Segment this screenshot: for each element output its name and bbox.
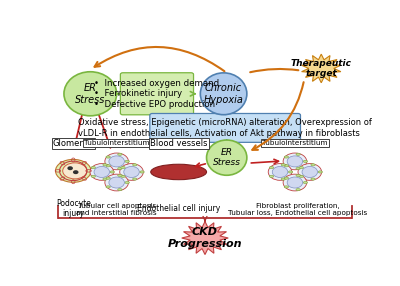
Ellipse shape — [133, 164, 137, 166]
Ellipse shape — [118, 174, 122, 176]
Ellipse shape — [106, 156, 110, 158]
Circle shape — [109, 156, 124, 167]
Ellipse shape — [91, 175, 96, 177]
Circle shape — [109, 177, 124, 188]
Ellipse shape — [269, 166, 274, 169]
Circle shape — [287, 156, 303, 167]
Ellipse shape — [118, 188, 122, 191]
Circle shape — [120, 164, 143, 180]
Ellipse shape — [118, 153, 122, 155]
Ellipse shape — [296, 167, 300, 170]
Circle shape — [105, 153, 128, 170]
Text: CKD
Progression: CKD Progression — [168, 227, 242, 249]
Text: •  Increased oxygen demand
•  Ferrokinetic injury
•  Defective EPO production: • Increased oxygen demand • Ferrokinetic… — [94, 79, 220, 109]
Text: Therapeutic
target: Therapeutic target — [291, 59, 352, 78]
Circle shape — [90, 164, 114, 180]
Circle shape — [73, 170, 78, 174]
FancyBboxPatch shape — [120, 73, 194, 115]
Circle shape — [287, 177, 303, 188]
Ellipse shape — [303, 160, 308, 162]
Ellipse shape — [125, 160, 129, 162]
Ellipse shape — [296, 153, 300, 155]
Circle shape — [272, 166, 288, 177]
Circle shape — [298, 164, 322, 180]
Polygon shape — [182, 221, 228, 255]
Text: Endothelial cell injury: Endothelial cell injury — [137, 204, 220, 213]
Circle shape — [67, 166, 73, 170]
Polygon shape — [302, 54, 341, 83]
Ellipse shape — [284, 156, 288, 158]
Circle shape — [283, 174, 307, 191]
Ellipse shape — [303, 181, 308, 184]
Ellipse shape — [110, 171, 114, 173]
Ellipse shape — [133, 178, 137, 180]
Circle shape — [124, 166, 139, 177]
Text: Tubulointerstitium: Tubulointerstitium — [262, 140, 328, 146]
Ellipse shape — [64, 72, 117, 116]
Ellipse shape — [103, 164, 107, 166]
Circle shape — [302, 166, 318, 177]
Circle shape — [94, 166, 110, 177]
Text: Fibroblast proliferation,
Tubular loss, Endothelial cell apoptosis: Fibroblast proliferation, Tubular loss, … — [228, 203, 368, 216]
Text: Tubular cell apoptosis
and interstitial fibrosis: Tubular cell apoptosis and interstitial … — [76, 203, 157, 216]
Ellipse shape — [63, 163, 87, 179]
Ellipse shape — [125, 181, 129, 184]
FancyArrowPatch shape — [252, 82, 304, 150]
Text: Oxidative stress, Epigenetic (microRNA) alteration, Overexpression of
vLDL-R in : Oxidative stress, Epigenetic (microRNA) … — [78, 118, 372, 138]
Ellipse shape — [318, 171, 322, 173]
Ellipse shape — [200, 73, 247, 115]
Ellipse shape — [299, 166, 304, 169]
Ellipse shape — [91, 166, 96, 169]
Ellipse shape — [311, 178, 315, 180]
Text: Tubulointerstitium: Tubulointerstitium — [84, 140, 150, 146]
Text: Glomeruli: Glomeruli — [53, 139, 94, 148]
Ellipse shape — [56, 159, 91, 182]
Ellipse shape — [281, 164, 286, 166]
Text: Podocyte
injury: Podocyte injury — [56, 198, 91, 218]
Circle shape — [105, 174, 128, 191]
FancyArrowPatch shape — [94, 47, 224, 71]
Ellipse shape — [288, 171, 293, 173]
Ellipse shape — [206, 140, 247, 175]
Ellipse shape — [284, 177, 288, 179]
Text: Chronic
Hypoxia: Chronic Hypoxia — [204, 83, 244, 105]
Ellipse shape — [106, 186, 110, 188]
Ellipse shape — [121, 166, 125, 169]
Ellipse shape — [284, 165, 288, 167]
Ellipse shape — [299, 175, 304, 177]
Circle shape — [268, 164, 292, 180]
Ellipse shape — [296, 174, 300, 176]
Ellipse shape — [281, 178, 286, 180]
Ellipse shape — [311, 164, 315, 166]
Text: ER
Stress: ER Stress — [75, 83, 106, 105]
FancyArrowPatch shape — [250, 69, 298, 72]
Ellipse shape — [121, 175, 125, 177]
FancyBboxPatch shape — [150, 114, 300, 142]
Ellipse shape — [151, 164, 206, 180]
Ellipse shape — [296, 188, 300, 191]
Ellipse shape — [118, 167, 122, 170]
Ellipse shape — [140, 171, 144, 173]
Ellipse shape — [103, 178, 107, 180]
Ellipse shape — [106, 177, 110, 179]
Circle shape — [283, 153, 307, 170]
Ellipse shape — [106, 165, 110, 167]
Ellipse shape — [269, 175, 274, 177]
Text: Blood vessels: Blood vessels — [150, 139, 208, 148]
Text: ER
Stress: ER Stress — [213, 148, 241, 167]
Ellipse shape — [284, 186, 288, 188]
